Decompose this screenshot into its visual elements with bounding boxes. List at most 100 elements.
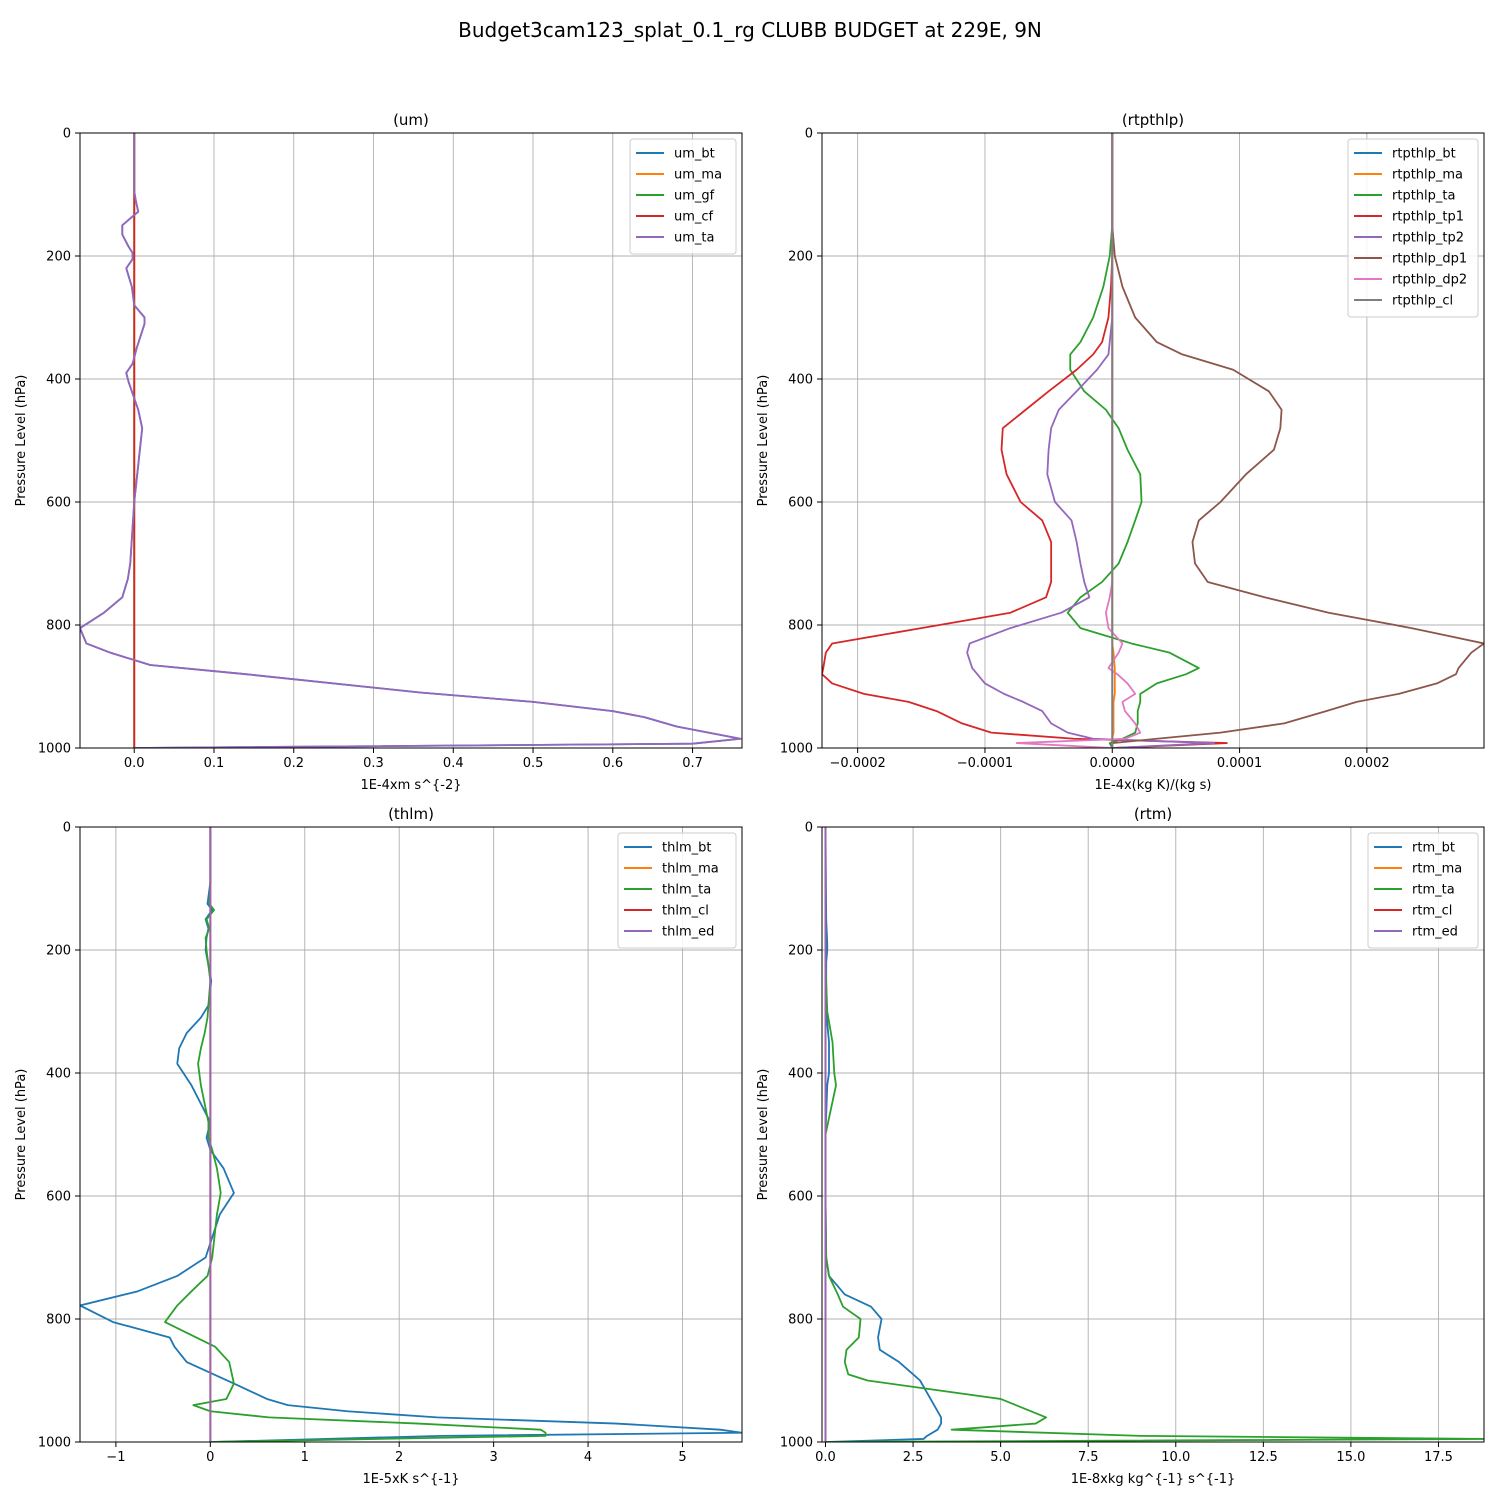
y-tick-label: 800 <box>788 1313 813 1328</box>
y-tick-label: 0 <box>805 127 813 142</box>
legend-label: rtm_ma <box>1412 862 1462 877</box>
y-tick-label: 0 <box>805 821 813 836</box>
y-tick-label: 600 <box>46 1190 71 1205</box>
y-tick-label: 1000 <box>780 1436 813 1451</box>
x-tick-label: 0.6 <box>602 756 623 771</box>
x-tick-label: 7.5 <box>1078 1450 1099 1465</box>
legend-label: thlm_ed <box>662 925 714 940</box>
legend: rtm_bt rtm_ma rtm_ta rtm_cl rtm_ed <box>1368 833 1478 948</box>
panel-title: (rtpthlp) <box>1122 111 1184 129</box>
x-tick-label: 2.5 <box>903 1450 924 1465</box>
x-tick-label: 5 <box>678 1450 686 1465</box>
x-tick-label: 0.0 <box>124 756 145 771</box>
legend-label: rtpthlp_tp1 <box>1392 210 1464 225</box>
x-axis-label: 1E-8xkg kg^{-1} s^{-1} <box>1071 1472 1236 1487</box>
y-axis-label: Pressure Level (hPa) <box>14 375 29 507</box>
legend-label: thlm_cl <box>662 904 709 919</box>
panel-3: −1 0 1 2 3 4 5 0 200 400 600 800 1000 (thlm) 1E-5xK s^… <box>14 805 742 1487</box>
y-tick-label: 400 <box>46 373 71 388</box>
x-tick-label: 0.0 <box>815 1450 836 1465</box>
x-tick-label: 0 <box>206 1450 214 1465</box>
x-axis-label: 1E-4x(kg K)/(kg s) <box>1095 778 1212 793</box>
x-tick-label: 0.0002 <box>1344 756 1390 771</box>
panel-1: 0.0 0.1 0.2 0.3 0.4 0.5 0.6 0.7 0 200 400 600 800 100… <box>14 111 742 793</box>
series-line-rtpthlp_dp2 <box>1017 133 1140 748</box>
x-tick-label: 10.0 <box>1161 1450 1190 1465</box>
x-tick-label: 3 <box>489 1450 497 1465</box>
legend-label: rtpthlp_ta <box>1392 189 1455 204</box>
x-tick-label: 17.5 <box>1424 1450 1453 1465</box>
panel-title: (um) <box>393 111 429 129</box>
figure-title: Budget3cam123_splat_0.1_rg CLUBB BUDGET … <box>458 18 1042 42</box>
y-axis-label: Pressure Level (hPa) <box>14 1069 29 1201</box>
series-line-rtpthlp_ta <box>1068 133 1199 748</box>
y-tick-label: 200 <box>788 944 813 959</box>
legend-box <box>1348 139 1478 317</box>
x-tick-label: 4 <box>584 1450 592 1465</box>
legend-label: thlm_bt <box>662 841 711 856</box>
x-tick-label: −1 <box>106 1450 125 1465</box>
x-tick-label: 0.1 <box>204 756 225 771</box>
legend-label: thlm_ta <box>662 883 711 898</box>
legend: rtpthlp_bt rtpthlp_ma rtpthlp_ta rtpthlp_tp… <box>1348 139 1478 317</box>
y-tick-label: 200 <box>46 944 71 959</box>
series-line-rtpthlp_tp1 <box>822 133 1227 748</box>
x-tick-label: 0.2 <box>283 756 304 771</box>
y-tick-label: 200 <box>788 250 813 265</box>
x-tick-label: 12.5 <box>1249 1450 1278 1465</box>
legend-label: rtm_ta <box>1412 883 1455 898</box>
y-tick-label: 200 <box>46 250 71 265</box>
legend-label: rtpthlp_cl <box>1392 294 1453 309</box>
panels: 0.0 0.1 0.2 0.3 0.4 0.5 0.6 0.70200400600800100… <box>14 111 1484 1487</box>
series-line-rtm_bt <box>826 827 942 1442</box>
x-tick-label: −0.0002 <box>829 756 885 771</box>
x-tick-label: 0.3 <box>363 756 384 771</box>
legend-label: rtpthlp_dp2 <box>1392 273 1467 288</box>
x-tick-label: 0.0001 <box>1217 756 1263 771</box>
legend-label: rtpthlp_bt <box>1392 147 1456 162</box>
y-axis-label: Pressure Level (hPa) <box>756 375 771 507</box>
y-tick-label: 800 <box>46 1313 71 1328</box>
x-tick-label: 0.4 <box>443 756 464 771</box>
y-tick-label: 600 <box>788 1190 813 1205</box>
y-tick-label: 0 <box>63 127 71 142</box>
panel-title: (thlm) <box>388 805 434 823</box>
x-tick-label: 0.5 <box>523 756 544 771</box>
y-tick-label: 1000 <box>780 742 813 757</box>
x-tick-label: 5.0 <box>990 1450 1011 1465</box>
legend-label: rtpthlp_dp1 <box>1392 252 1467 267</box>
x-axis-label: 1E-5xK s^{-1} <box>363 1472 460 1487</box>
legend-label: thlm_ma <box>662 862 719 877</box>
panel-title: (rtm) <box>1134 805 1172 823</box>
y-tick-label: 1000 <box>38 1436 71 1451</box>
legend-label: um_cf <box>674 210 714 225</box>
y-tick-label: 400 <box>788 1067 813 1082</box>
y-tick-label: 600 <box>46 496 71 511</box>
y-tick-label: 400 <box>788 373 813 388</box>
series-line-thlm_ta <box>165 827 546 1442</box>
y-tick-label: 800 <box>46 619 71 634</box>
panel-2: −0.0002 −0.0001 0.0000 0.0001 0.0002 0 200 400 6… <box>756 111 1484 793</box>
legend-label: um_bt <box>674 147 715 162</box>
legend-label: um_gf <box>674 189 715 204</box>
legend: thlm_bt thlm_ma thlm_ta thlm_cl thlm_ed <box>618 833 736 948</box>
legend-label: um_ta <box>674 231 714 246</box>
legend: um_bt um_ma um_gf um_cf um_ta <box>630 139 736 254</box>
y-axis-label: Pressure Level (hPa) <box>756 1069 771 1201</box>
x-tick-label: 2 <box>395 1450 403 1465</box>
x-tick-label: 0.7 <box>682 756 703 771</box>
legend-label: rtm_ed <box>1412 925 1458 940</box>
legend-label: rtm_bt <box>1412 841 1455 856</box>
x-tick-label: 0.0000 <box>1090 756 1136 771</box>
y-tick-label: 800 <box>788 619 813 634</box>
panel-4: 0.0 2.5 5.0 7.5 10.0 12.5 15.0 17.5 0 200 400 600 80… <box>756 805 1484 1487</box>
y-tick-label: 400 <box>46 1067 71 1082</box>
y-tick-label: 600 <box>788 496 813 511</box>
x-axis-label: 1E-4xm s^{-2} <box>360 778 461 793</box>
x-tick-label: −0.0001 <box>957 756 1013 771</box>
legend-label: rtm_cl <box>1412 904 1452 919</box>
y-tick-label: 0 <box>63 821 71 836</box>
x-tick-label: 15.0 <box>1336 1450 1365 1465</box>
legend-label: rtpthlp_tp2 <box>1392 231 1464 246</box>
